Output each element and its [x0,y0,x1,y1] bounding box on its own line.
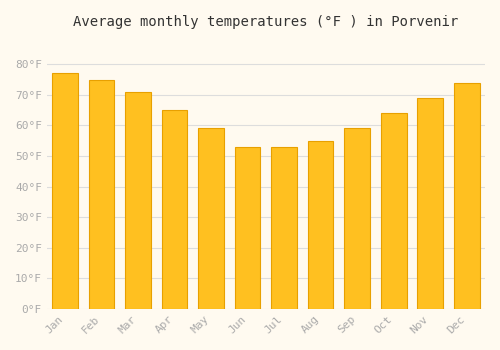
Bar [272,147,297,309]
Title: Average monthly temperatures (°F ) in Porvenir: Average monthly temperatures (°F ) in Po… [74,15,458,29]
Bar [126,92,151,309]
Bar [235,147,260,309]
Bar [198,128,224,309]
Bar [381,113,406,309]
Bar [454,83,479,309]
Bar [52,74,78,309]
Bar [418,98,443,309]
Bar [308,141,334,309]
Bar [162,110,188,309]
Bar [344,128,370,309]
Bar [89,79,114,309]
